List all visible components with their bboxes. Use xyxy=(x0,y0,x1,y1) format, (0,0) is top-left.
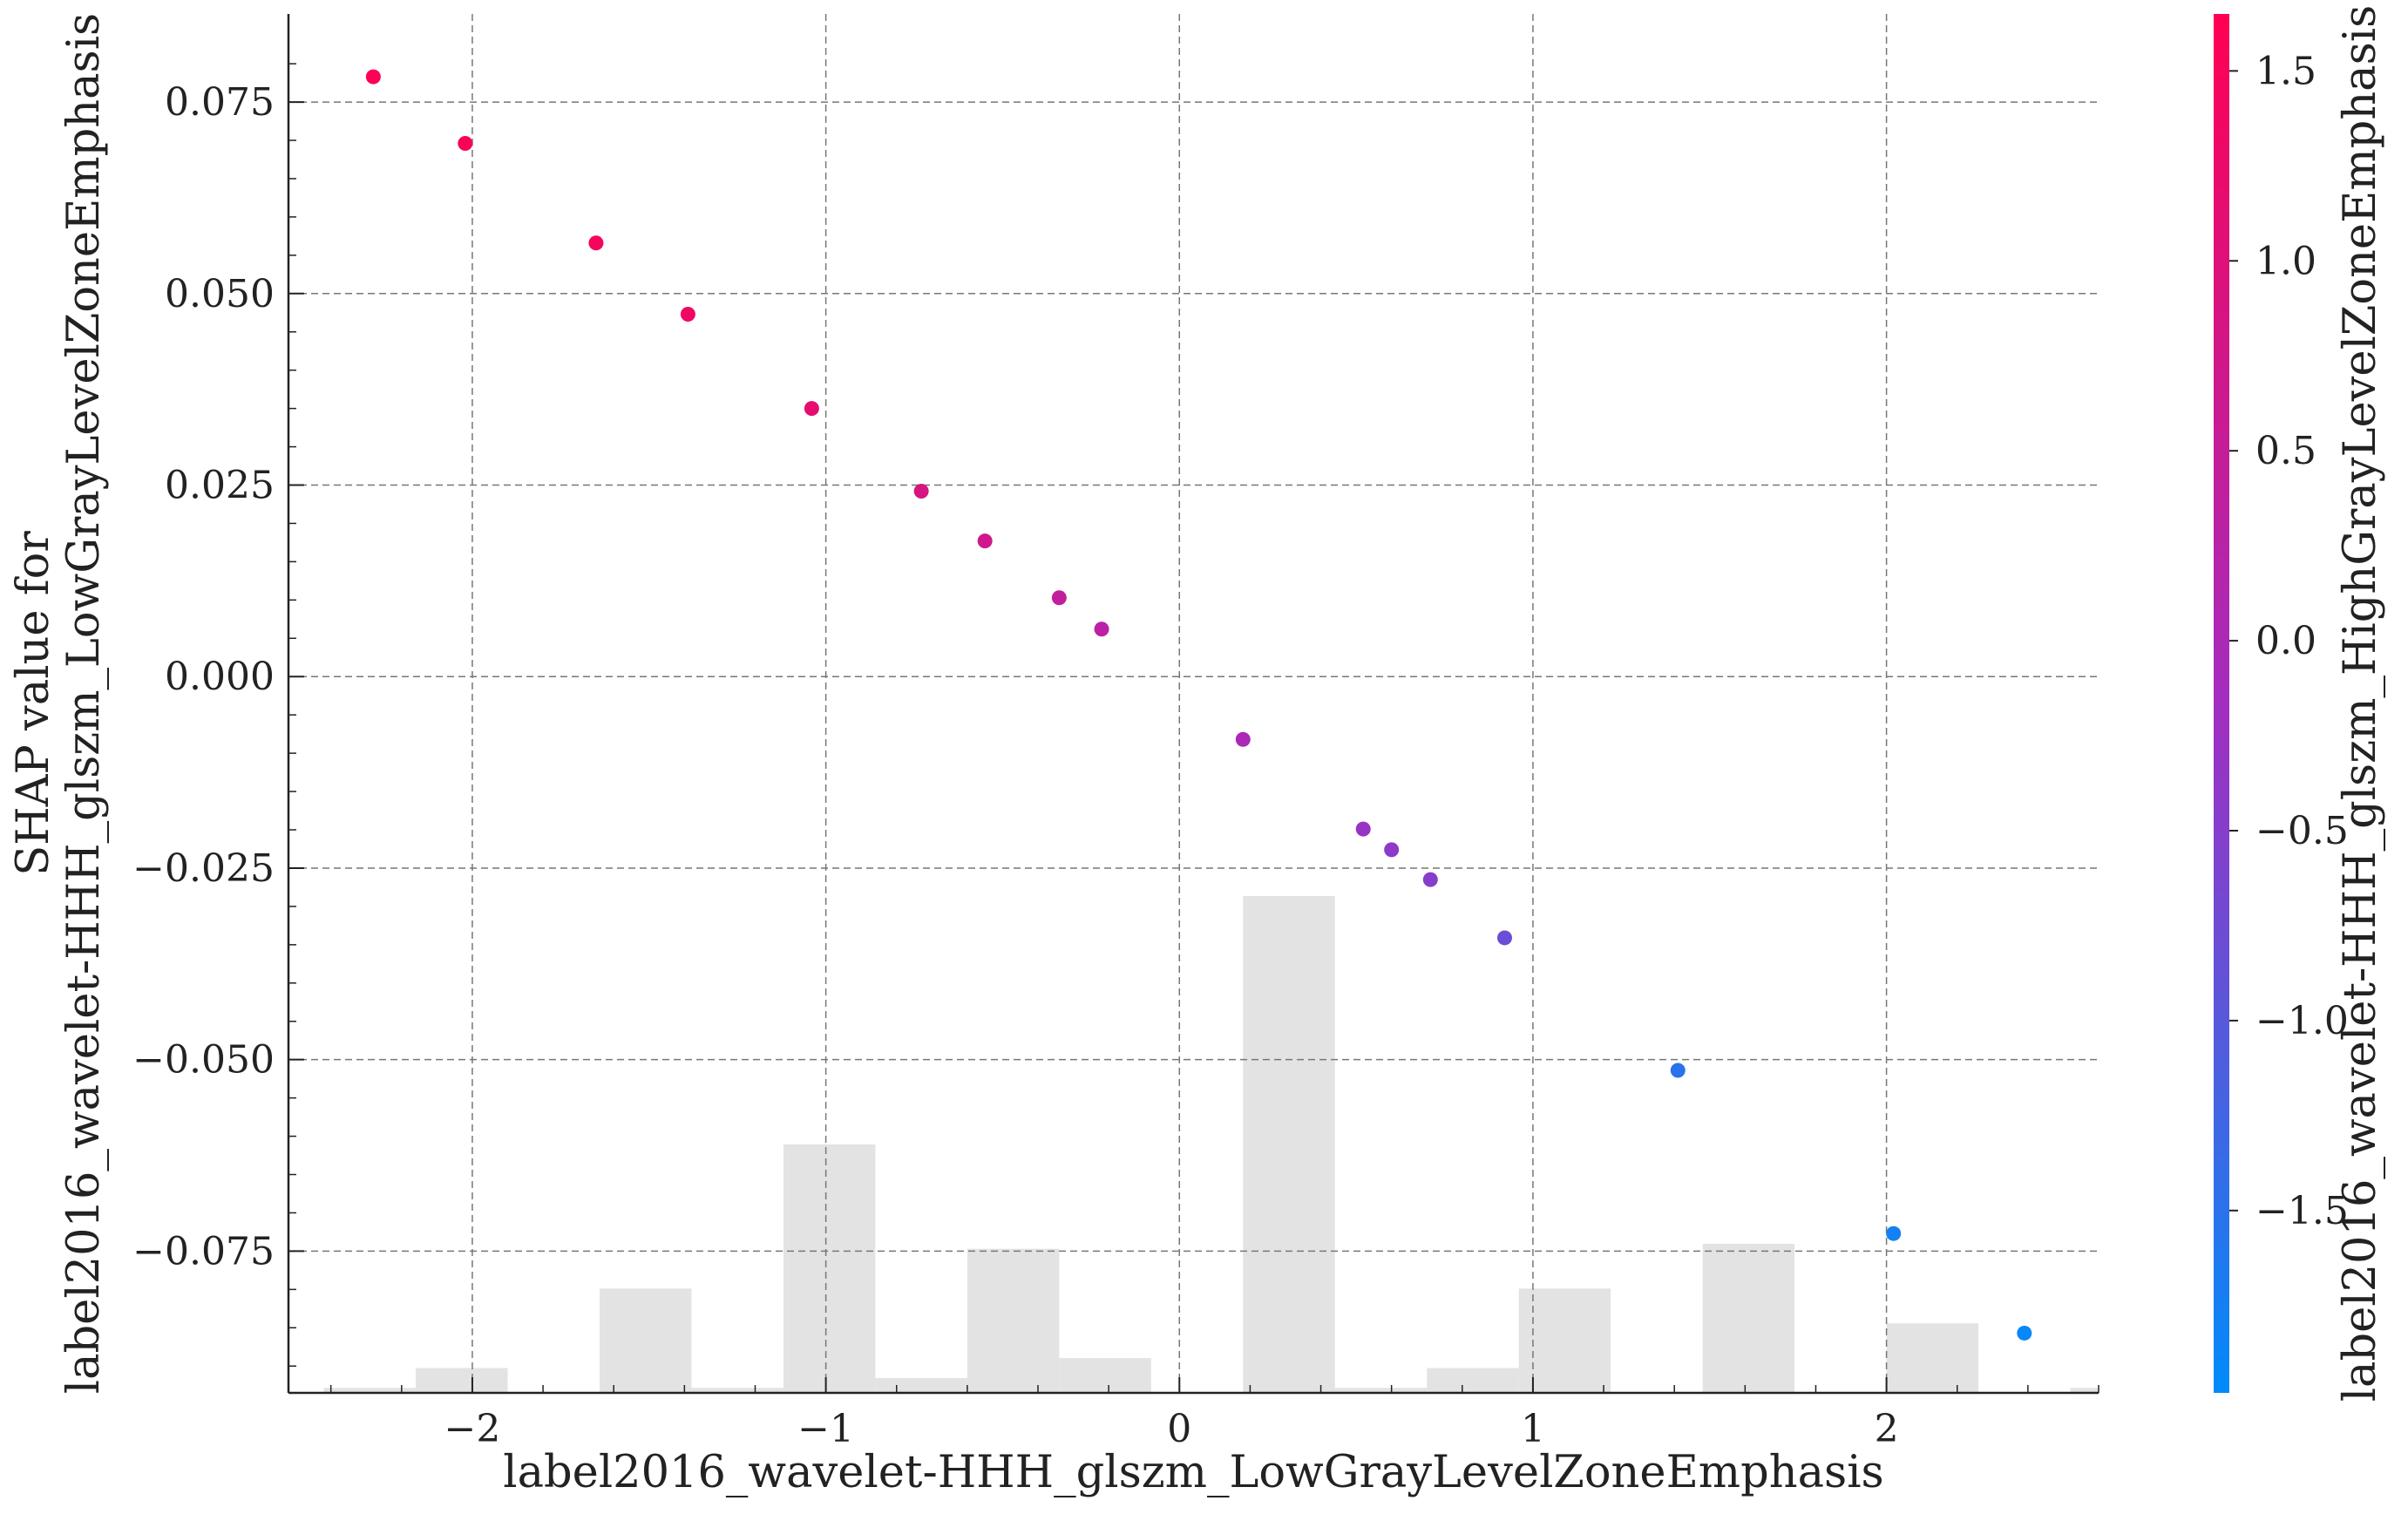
y-axis-label-line2: label2016_wavelet-HHH_glszm_LowGrayLevel… xyxy=(58,13,110,1394)
x-tick-label-1: −1 xyxy=(797,1407,854,1451)
scatter-point-6 xyxy=(977,533,993,549)
y-axis-label-line1: SHAP value for xyxy=(8,531,59,876)
x-tick-label-4: 2 xyxy=(1875,1407,1899,1451)
colorbar-label: label2016_wavelet-HHH_glszm_HighGrayLeve… xyxy=(2335,5,2386,1402)
x-axis-label: label2016_wavelet-HHH_glszm_LowGrayLevel… xyxy=(503,1447,1883,1498)
histogram-bar-6 xyxy=(875,1377,967,1393)
scatter-point-14 xyxy=(1670,1063,1686,1078)
histogram-bar-12 xyxy=(1427,1368,1519,1393)
histogram-bar-3 xyxy=(599,1288,692,1393)
histogram-bar-11 xyxy=(1334,1388,1428,1393)
scatter-point-13 xyxy=(1496,930,1512,946)
scatter-point-1 xyxy=(458,136,473,152)
colorbar-tick-label-3: 0.0 xyxy=(2255,619,2316,663)
colorbar-tick-label-4: −0.5 xyxy=(2255,809,2349,853)
y-tick-label-1: 0.050 xyxy=(165,272,275,316)
y-tick-label-3: 0.000 xyxy=(165,655,275,699)
scatter-point-9 xyxy=(1235,731,1251,747)
histogram-layer xyxy=(323,896,2099,1393)
y-tick-label-2: 0.025 xyxy=(165,464,275,508)
colorbar-tick-label-5: −1.0 xyxy=(2255,999,2349,1043)
axes-layer: −2 −1 0 1 2 0.075 0.050 0.025 0.000 −0.025 −0.050 −… xyxy=(132,14,2099,1451)
scatter-point-15 xyxy=(1886,1226,1902,1241)
x-tick-label-2: 0 xyxy=(1167,1407,1191,1451)
scatter-point-10 xyxy=(1355,821,1371,837)
histogram-bar-17 xyxy=(1886,1323,1979,1393)
histogram-bar-7 xyxy=(967,1248,1060,1393)
colorbar-tick-label-1: 1.0 xyxy=(2255,239,2316,283)
y-tick-label-5: −0.050 xyxy=(132,1038,275,1083)
scatter-point-11 xyxy=(1384,842,1400,858)
histogram-bar-13 xyxy=(1518,1288,1611,1393)
colorbar-ticks: 1.5 1.0 0.5 0.0 −0.5 −1.0 −1.5 xyxy=(2229,49,2349,1233)
histogram-bar-8 xyxy=(1059,1358,1151,1393)
x-tick-label-3: 1 xyxy=(1521,1407,1545,1451)
histogram-bar-10 xyxy=(1243,896,1335,1393)
histogram-bar-15 xyxy=(1702,1244,1795,1393)
scatter-point-8 xyxy=(1094,621,1109,637)
grid-layer xyxy=(288,14,2099,1393)
scatter-point-5 xyxy=(913,484,929,499)
y-tick-label-6: −0.075 xyxy=(132,1229,275,1273)
scatter-point-2 xyxy=(588,235,604,251)
colorbar-tick-label-6: −1.5 xyxy=(2255,1189,2349,1233)
colorbar-tick-label-0: 1.5 xyxy=(2255,49,2316,93)
y-tick-label-4: −0.025 xyxy=(132,846,275,891)
scatter-point-16 xyxy=(2017,1325,2032,1341)
histogram-bar-5 xyxy=(783,1144,876,1393)
histogram-bar-19 xyxy=(2070,1388,2099,1393)
points-layer xyxy=(365,69,2032,1341)
colorbar xyxy=(2214,14,2229,1393)
y-tick-label-0: 0.075 xyxy=(165,80,275,125)
histogram-bar-4 xyxy=(691,1388,783,1393)
histogram-bar-1 xyxy=(416,1368,508,1393)
histogram-bar-0 xyxy=(323,1388,417,1393)
scatter-point-7 xyxy=(1051,590,1067,606)
scatter-point-3 xyxy=(680,307,695,323)
colorbar-tick-label-2: 0.5 xyxy=(2255,429,2316,473)
scatter-point-4 xyxy=(804,401,819,417)
scatter-point-0 xyxy=(365,69,381,85)
scatter-point-12 xyxy=(1422,872,1438,887)
x-tick-label-0: −2 xyxy=(444,1407,501,1451)
